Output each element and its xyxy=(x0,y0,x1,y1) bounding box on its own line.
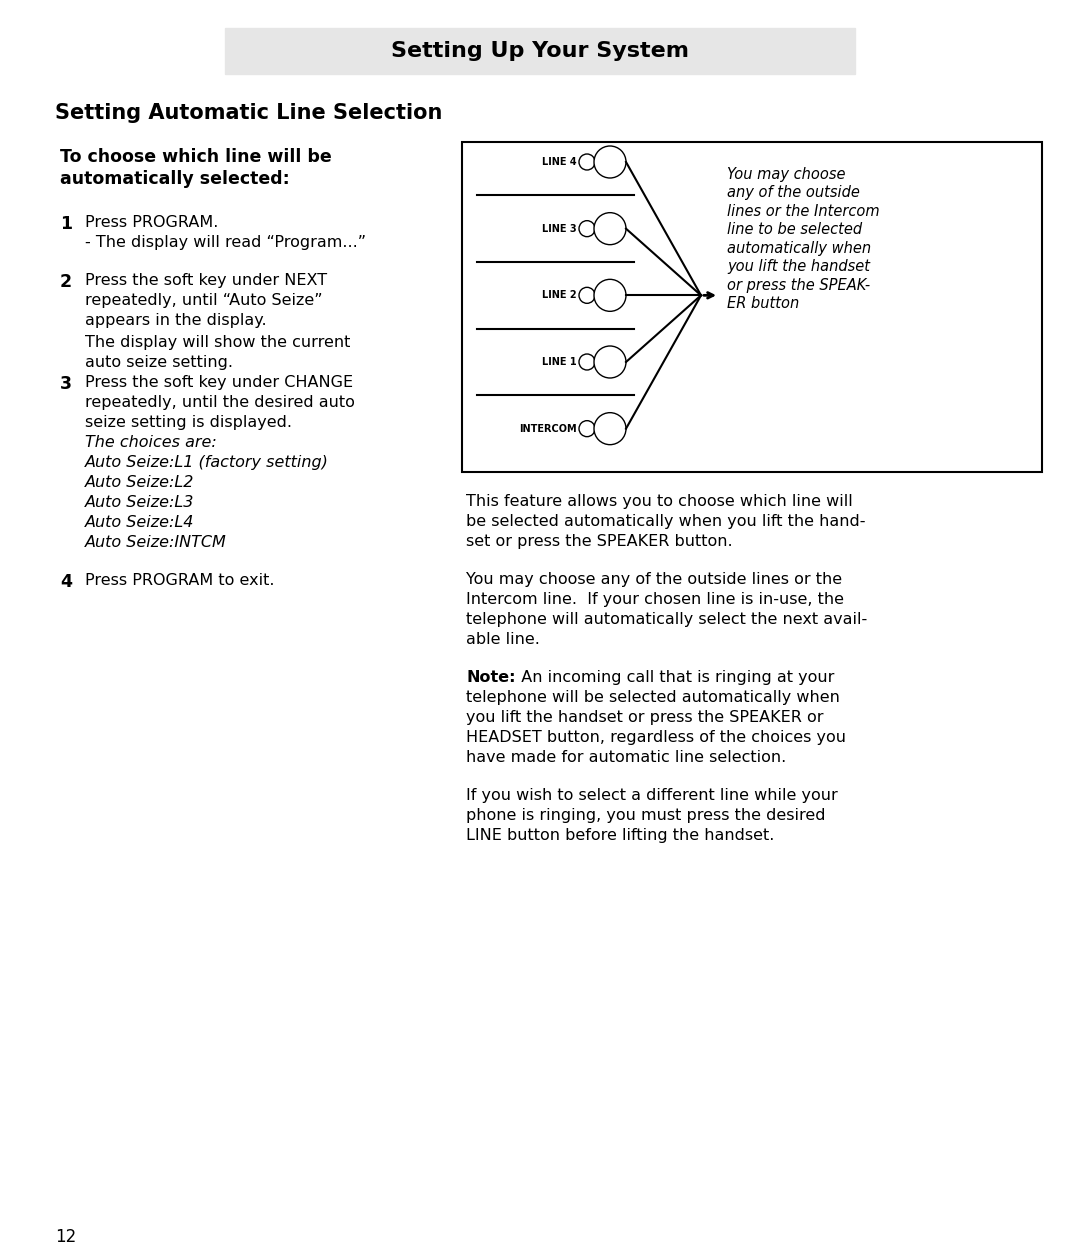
Text: Setting Up Your System: Setting Up Your System xyxy=(391,42,689,60)
Circle shape xyxy=(579,354,595,370)
Circle shape xyxy=(594,346,626,378)
Text: Setting Automatic Line Selection: Setting Automatic Line Selection xyxy=(55,103,443,123)
Text: Auto Seize:INTCM: Auto Seize:INTCM xyxy=(85,536,227,551)
Text: or press the SPEAK-: or press the SPEAK- xyxy=(727,278,870,294)
Text: LINE 3: LINE 3 xyxy=(542,224,577,233)
Text: telephone will automatically select the next avail-: telephone will automatically select the … xyxy=(465,612,867,627)
Text: LINE 2: LINE 2 xyxy=(542,290,577,300)
Text: HEADSET button, regardless of the choices you: HEADSET button, regardless of the choice… xyxy=(465,730,846,745)
Text: LINE button before lifting the handset.: LINE button before lifting the handset. xyxy=(465,828,774,843)
Circle shape xyxy=(594,413,626,445)
Circle shape xyxy=(579,287,595,304)
Text: INTERCOM: INTERCOM xyxy=(519,423,577,433)
Text: any of the outside: any of the outside xyxy=(727,185,860,200)
Text: LINE 1: LINE 1 xyxy=(542,357,577,367)
Text: This feature allows you to choose which line will: This feature allows you to choose which … xyxy=(465,494,853,509)
Text: Auto Seize:L1 (factory setting): Auto Seize:L1 (factory setting) xyxy=(85,455,329,470)
Text: automatically selected:: automatically selected: xyxy=(60,170,289,188)
Circle shape xyxy=(594,213,626,244)
Text: The display will show the current: The display will show the current xyxy=(85,335,350,350)
Text: set or press the SPEAKER button.: set or press the SPEAKER button. xyxy=(465,534,732,549)
Text: lines or the Intercom: lines or the Intercom xyxy=(727,204,879,219)
Text: automatically when: automatically when xyxy=(727,241,872,256)
Text: able line.: able line. xyxy=(465,633,540,646)
Text: Press the soft key under CHANGE: Press the soft key under CHANGE xyxy=(85,375,353,391)
Text: 4: 4 xyxy=(60,573,72,591)
Text: If you wish to select a different line while your: If you wish to select a different line w… xyxy=(465,788,838,803)
Text: Intercom line.  If your chosen line is in-use, the: Intercom line. If your chosen line is in… xyxy=(465,592,843,607)
Text: appears in the display.: appears in the display. xyxy=(85,312,267,328)
Circle shape xyxy=(579,220,595,237)
Bar xyxy=(225,28,855,74)
Text: repeatedly, until “Auto Seize”: repeatedly, until “Auto Seize” xyxy=(85,294,323,307)
Text: telephone will be selected automatically when: telephone will be selected automatically… xyxy=(465,690,840,706)
Text: You may choose: You may choose xyxy=(727,168,846,181)
Bar xyxy=(462,142,1042,472)
Text: The choices are:: The choices are: xyxy=(85,435,217,450)
Text: To choose which line will be: To choose which line will be xyxy=(60,147,332,166)
Circle shape xyxy=(594,146,626,178)
Text: LINE 4: LINE 4 xyxy=(542,158,577,168)
Text: 3: 3 xyxy=(60,375,72,393)
Text: line to be selected: line to be selected xyxy=(727,223,862,237)
Text: An incoming call that is ringing at your: An incoming call that is ringing at your xyxy=(511,670,835,685)
Text: Auto Seize:L2: Auto Seize:L2 xyxy=(85,475,194,490)
Text: ER button: ER button xyxy=(727,296,799,311)
Text: Press PROGRAM to exit.: Press PROGRAM to exit. xyxy=(85,573,274,588)
Text: phone is ringing, you must press the desired: phone is ringing, you must press the des… xyxy=(465,808,825,823)
Text: Press PROGRAM.: Press PROGRAM. xyxy=(85,215,218,231)
Text: Press the soft key under NEXT: Press the soft key under NEXT xyxy=(85,273,327,289)
Text: repeatedly, until the desired auto: repeatedly, until the desired auto xyxy=(85,394,355,410)
Text: 1: 1 xyxy=(60,215,72,233)
Text: 2: 2 xyxy=(60,273,72,291)
Text: be selected automatically when you lift the hand-: be selected automatically when you lift … xyxy=(465,514,865,529)
Text: 12: 12 xyxy=(55,1228,77,1246)
Text: Note:: Note: xyxy=(465,670,515,685)
Text: You may choose any of the outside lines or the: You may choose any of the outside lines … xyxy=(465,572,842,587)
Text: you lift the handset or press the SPEAKER or: you lift the handset or press the SPEAKE… xyxy=(465,709,824,724)
Circle shape xyxy=(594,280,626,311)
Text: Auto Seize:L4: Auto Seize:L4 xyxy=(85,515,194,530)
Circle shape xyxy=(579,154,595,170)
Circle shape xyxy=(579,421,595,437)
Text: have made for automatic line selection.: have made for automatic line selection. xyxy=(465,750,786,765)
Text: seize setting is displayed.: seize setting is displayed. xyxy=(85,415,292,430)
Text: you lift the handset: you lift the handset xyxy=(727,260,870,275)
Text: auto seize setting.: auto seize setting. xyxy=(85,355,233,370)
Text: Auto Seize:L3: Auto Seize:L3 xyxy=(85,495,194,510)
Text: - The display will read “Program...”: - The display will read “Program...” xyxy=(85,236,366,249)
